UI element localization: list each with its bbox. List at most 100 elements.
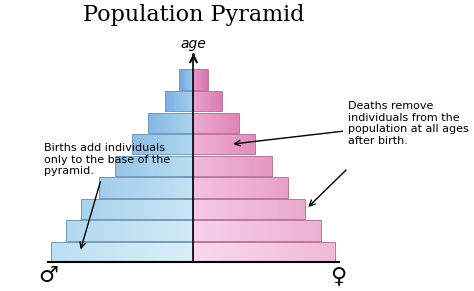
Bar — [169, 134, 171, 155]
Bar — [134, 199, 137, 219]
Bar — [232, 134, 235, 155]
Bar — [245, 134, 247, 155]
Bar — [267, 156, 270, 176]
Bar — [197, 177, 200, 198]
Bar — [154, 156, 156, 176]
Bar — [100, 199, 104, 219]
Bar — [118, 177, 121, 198]
Bar — [313, 220, 317, 241]
Bar — [241, 134, 243, 155]
Bar — [193, 199, 305, 219]
Bar — [170, 156, 173, 176]
Bar — [214, 91, 215, 111]
Bar — [212, 199, 216, 219]
Bar — [264, 242, 269, 262]
Bar — [137, 242, 141, 262]
Bar — [244, 177, 247, 198]
Bar — [219, 199, 223, 219]
Bar — [198, 220, 202, 241]
Bar — [263, 177, 266, 198]
Bar — [201, 113, 202, 133]
Bar — [163, 134, 165, 155]
Bar — [219, 113, 221, 133]
Bar — [253, 220, 257, 241]
Bar — [200, 134, 201, 155]
Bar — [260, 242, 264, 262]
Bar — [218, 134, 220, 155]
Bar — [198, 113, 200, 133]
Bar — [212, 113, 213, 133]
Bar — [156, 199, 160, 219]
Bar — [193, 242, 198, 262]
Bar — [283, 242, 288, 262]
Bar — [175, 134, 177, 155]
Bar — [216, 134, 218, 155]
Bar — [117, 156, 120, 176]
Bar — [223, 220, 228, 241]
Bar — [198, 242, 203, 262]
Bar — [157, 113, 158, 133]
Bar — [237, 177, 241, 198]
Bar — [156, 134, 159, 155]
Bar — [162, 113, 163, 133]
Bar — [250, 242, 255, 262]
Bar — [165, 242, 170, 262]
Bar — [66, 220, 193, 241]
Bar — [251, 134, 253, 155]
Bar — [130, 199, 134, 219]
Bar — [228, 156, 230, 176]
Bar — [231, 199, 235, 219]
Bar — [167, 156, 170, 176]
Bar — [304, 220, 309, 241]
Bar — [142, 220, 146, 241]
Bar — [185, 134, 187, 155]
Bar — [223, 199, 227, 219]
Bar — [149, 113, 151, 133]
Bar — [112, 220, 117, 241]
Bar — [215, 113, 216, 133]
Bar — [266, 177, 269, 198]
Bar — [249, 156, 251, 176]
Bar — [238, 199, 242, 219]
Bar — [52, 242, 193, 262]
Bar — [156, 156, 159, 176]
Bar — [182, 91, 183, 111]
Bar — [115, 177, 118, 198]
Bar — [233, 156, 236, 176]
Bar — [241, 242, 246, 262]
Bar — [220, 156, 222, 176]
Bar — [209, 91, 210, 111]
Bar — [172, 177, 174, 198]
Bar — [164, 220, 168, 241]
Bar — [146, 242, 151, 262]
Bar — [218, 113, 219, 133]
Bar — [173, 113, 175, 133]
Bar — [171, 91, 172, 111]
Bar — [210, 220, 215, 241]
Bar — [212, 134, 214, 155]
Bar — [193, 199, 197, 219]
Bar — [151, 113, 152, 133]
Bar — [193, 134, 255, 155]
Bar — [92, 199, 96, 219]
Bar — [226, 134, 228, 155]
Bar — [231, 177, 235, 198]
Bar — [192, 91, 193, 111]
Bar — [204, 134, 206, 155]
Bar — [183, 156, 186, 176]
Bar — [294, 199, 298, 219]
Bar — [159, 134, 161, 155]
Bar — [133, 156, 136, 176]
Bar — [197, 113, 198, 133]
Bar — [274, 220, 279, 241]
Bar — [249, 134, 251, 155]
Bar — [282, 177, 285, 198]
Bar — [180, 156, 183, 176]
Bar — [95, 220, 100, 241]
Bar — [222, 177, 225, 198]
Bar — [148, 113, 193, 133]
Bar — [237, 134, 238, 155]
Bar — [214, 134, 216, 155]
Bar — [227, 242, 231, 262]
Bar — [160, 113, 162, 133]
